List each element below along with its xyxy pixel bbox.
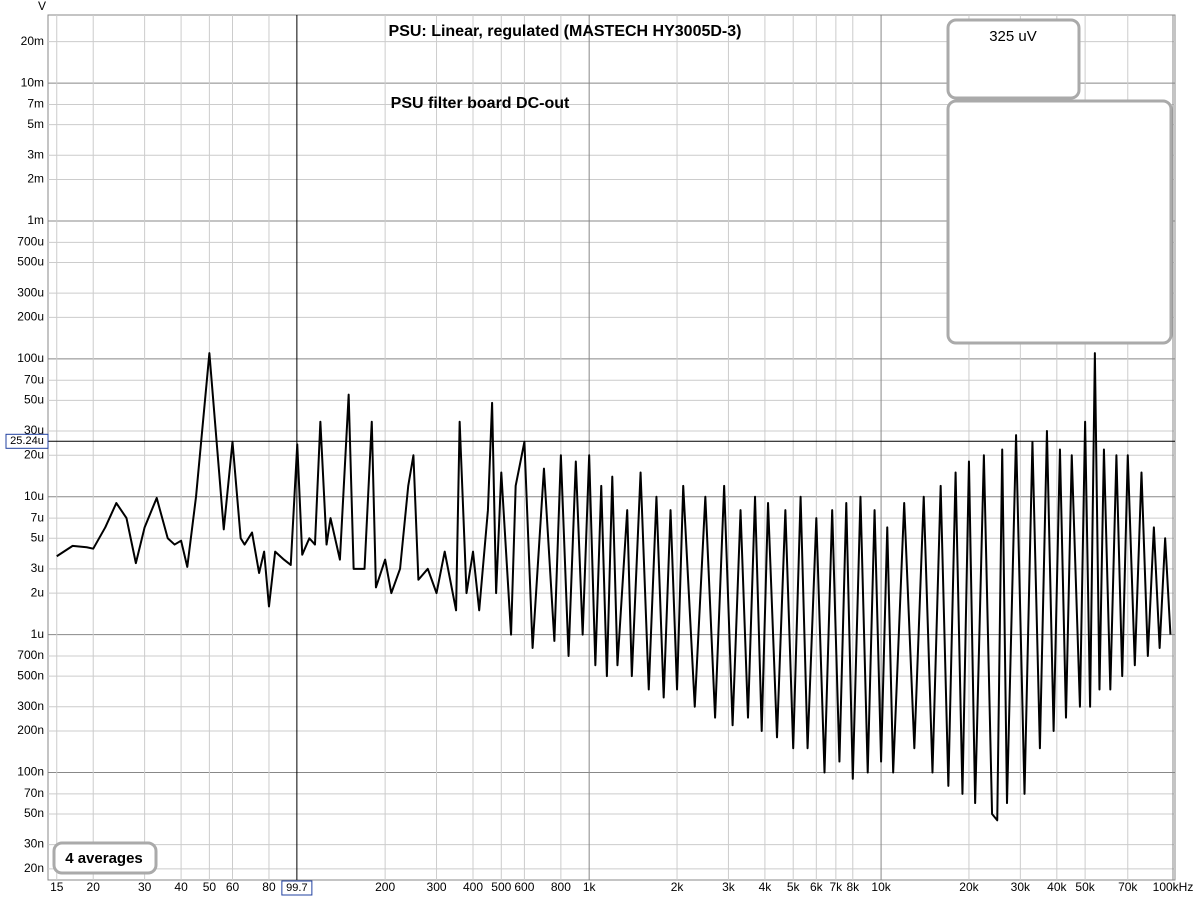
x-tick-label: 500 (491, 880, 511, 894)
x-tick-label: 400 (463, 880, 483, 894)
x-tick-label: 1k (583, 880, 597, 894)
y-tick-label: 20n (24, 861, 44, 875)
y-tick-label: 7u (31, 510, 44, 524)
x-tick-label: 50k (1075, 880, 1095, 894)
x-tick-label: 200 (375, 880, 395, 894)
y-tick-label: 2u (31, 585, 44, 599)
y-axis-unit: V (38, 0, 46, 13)
y-tick-label: 700n (17, 648, 44, 662)
x-tick-label: 5k (787, 880, 801, 894)
x-tick-label: 30 (138, 880, 152, 894)
y-tick-label: 200u (17, 310, 44, 324)
x-tick-label: 3k (722, 880, 736, 894)
y-tick-label: 50u (24, 393, 44, 407)
y-tick-label: 100u (17, 351, 44, 365)
x-tick-label: 100kHz (1153, 880, 1194, 894)
readout-level: 325 uV (989, 28, 1037, 45)
x-tick-label: 300 (427, 880, 447, 894)
x-tick-label: 10k (871, 880, 891, 894)
x-tick-label: 8k (846, 880, 860, 894)
readout-box (946, 18, 1081, 100)
x-tick-label: 7k (830, 880, 844, 894)
x-tick-label: 80 (262, 880, 276, 894)
x-tick-label: 30k (1011, 880, 1031, 894)
averages-badge (52, 841, 158, 875)
x-tick-label: 4k (759, 880, 773, 894)
x-tick-label: 50 (203, 880, 217, 894)
x-tick-label: 40k (1047, 880, 1067, 894)
x-tick-label: 20k (959, 880, 979, 894)
x-tick-label: 15 (50, 880, 64, 894)
y-tick-label: 5u (31, 530, 44, 544)
x-tick-label: 70k (1118, 880, 1138, 894)
chart-title: PSU: Linear, regulated (MASTECH HY3005D-… (389, 23, 742, 40)
averages-badge-text: 4 averages (65, 850, 143, 867)
y-tick-label: 10m (21, 75, 44, 89)
y-tick-label: 100n (17, 765, 44, 779)
y-tick-label: 20u (24, 447, 44, 461)
y-tick-label: 50n (24, 806, 44, 820)
y-tick-label: 500n (17, 668, 44, 682)
y-tick-label: 70u (24, 372, 44, 386)
cursor-y-label-box (5, 433, 49, 449)
cursor-x-label-box (281, 880, 313, 896)
y-tick-label: 3m (27, 147, 44, 161)
x-tick-label: 600 (514, 880, 534, 894)
y-tick-label: 700u (17, 235, 44, 249)
x-tick-label: 20 (87, 880, 101, 894)
y-tick-label: 7m (27, 97, 44, 111)
cursor-y-label: 25.24u (10, 435, 44, 447)
y-tick-label: 30u (24, 423, 44, 437)
y-tick-label: 10u (24, 489, 44, 503)
y-tick-label: 300u (17, 285, 44, 299)
x-tick-label: 2k (671, 880, 685, 894)
y-tick-label: 3u (31, 561, 44, 575)
x-tick-label: 800 (551, 880, 571, 894)
x-tick-label: 40 (174, 880, 188, 894)
y-tick-label: 2m (27, 172, 44, 186)
spectrum-trace (56, 352, 1172, 822)
y-tick-label: 500u (17, 255, 44, 269)
y-tick-label: 1m (27, 213, 44, 227)
y-tick-label: 1u (31, 627, 44, 641)
control-panel (946, 99, 1173, 345)
x-tick-label: 60 (226, 880, 240, 894)
y-tick-label: 300n (17, 699, 44, 713)
y-tick-label: 5m (27, 117, 44, 131)
y-tick-label: 30n (24, 837, 44, 851)
y-tick-label: 200n (17, 723, 44, 737)
cursor-x-label: 99.7 (286, 882, 307, 894)
y-tick-label: 20m (21, 34, 44, 48)
chart-subtitle: PSU filter board DC-out (391, 95, 570, 112)
x-tick-label: 6k (810, 880, 824, 894)
y-tick-label: 70n (24, 786, 44, 800)
